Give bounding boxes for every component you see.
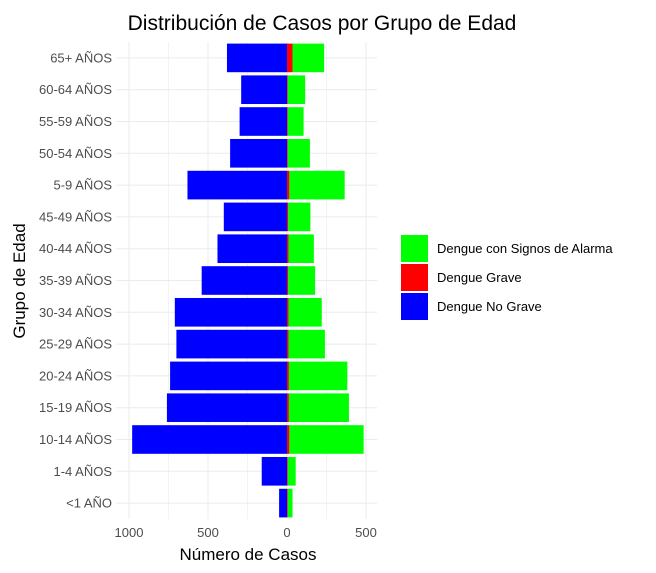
- y-tick-label: 45-49 AÑOS: [39, 209, 112, 224]
- bar-dengue-grave: [287, 43, 293, 73]
- bar-dengue-grave: [287, 488, 288, 518]
- bar-dengue-signos-alarma: [288, 234, 314, 264]
- bar-dengue-signos-alarma: [288, 329, 325, 359]
- bar-dengue-grave: [287, 297, 289, 327]
- bar-dengue-no-grave: [132, 425, 287, 454]
- y-tick-label: 25-29 AÑOS: [39, 337, 112, 352]
- bar-dengue-no-grave: [166, 393, 287, 423]
- bar-dengue-signos-alarma: [287, 107, 304, 136]
- bar-dengue-grave: [287, 361, 289, 391]
- bar-dengue-no-grave: [226, 43, 287, 73]
- bar-dengue-no-grave: [223, 202, 287, 232]
- bar-dengue-no-grave: [230, 138, 287, 168]
- bar-dengue-signos-alarma: [287, 488, 293, 518]
- y-tick-label: 10-14 AÑOS: [39, 432, 112, 447]
- bar-dengue-no-grave: [217, 234, 287, 264]
- bar-dengue-grave: [287, 329, 289, 359]
- y-tick-label: 5-9 AÑOS: [53, 178, 112, 193]
- legend-label: Dengue Grave: [437, 270, 522, 285]
- y-tick-label: <1 AÑO: [66, 496, 112, 511]
- legend-swatch: [401, 293, 428, 320]
- bar-dengue-grave: [287, 266, 289, 295]
- x-tick-label: 0: [283, 525, 290, 540]
- bar-dengue-no-grave: [187, 170, 287, 200]
- chart-title: Distribución de Casos por Grupo de Edad: [128, 12, 517, 35]
- bar-dengue-grave: [287, 393, 289, 423]
- bar-dengue-no-grave: [261, 456, 287, 486]
- legend-label: Dengue No Grave: [437, 299, 542, 314]
- legend: Dengue con Signos de Alarma Dengue Grave D…: [401, 235, 613, 320]
- bar-dengue-signos-alarma: [287, 138, 310, 168]
- bar-dengue-signos-alarma: [288, 202, 311, 232]
- y-tick-label: 60-64 AÑOS: [39, 82, 112, 97]
- y-tick-label: 15-19 AÑOS: [39, 400, 112, 415]
- bar-dengue-no-grave: [170, 361, 287, 391]
- bar-dengue-signos-alarma: [288, 297, 322, 327]
- x-axis-label: Número de Casos: [179, 545, 316, 564]
- x-tick-label: 500: [355, 525, 377, 540]
- bar-dengue-grave: [287, 456, 288, 486]
- bar-dengue-signos-alarma: [288, 361, 348, 391]
- bar-dengue-no-grave: [174, 297, 287, 327]
- bar-dengue-grave: [287, 138, 288, 168]
- y-axis-label: Grupo de Edad: [10, 223, 29, 338]
- bar-dengue-signos-alarma: [287, 75, 306, 105]
- legend-label: Dengue con Signos de Alarma: [437, 241, 613, 256]
- bar-dengue-grave: [287, 170, 290, 200]
- y-tick-label: 40-44 AÑOS: [39, 241, 112, 256]
- x-tick-label: 500: [197, 525, 219, 540]
- bar-dengue-signos-alarma: [287, 456, 296, 486]
- bar-dengue-signos-alarma: [289, 170, 345, 200]
- bar-dengue-signos-alarma: [292, 43, 325, 73]
- y-tick-label: 50-54 AÑOS: [39, 146, 112, 161]
- x-tick-labels: 1000 500 0 500: [115, 525, 377, 540]
- bar-dengue-signos-alarma: [288, 266, 316, 295]
- y-tick-labels: <1 AÑO 1-4 AÑOS 10-14 AÑOS 15-19 AÑOS 20-24 …: [39, 50, 112, 510]
- bar-dengue-no-grave: [279, 488, 287, 518]
- bar-dengue-grave: [287, 425, 290, 454]
- bar-dengue-signos-alarma: [288, 393, 349, 423]
- bar-dengue-no-grave: [176, 329, 287, 359]
- y-tick-label: 20-24 AÑOS: [39, 368, 112, 383]
- bar-dengue-grave: [287, 234, 289, 264]
- legend-swatch: [401, 235, 428, 262]
- bar-dengue-signos-alarma: [289, 425, 364, 454]
- bar-dengue-grave: [287, 202, 289, 232]
- bar-dengue-grave: [287, 75, 288, 105]
- bar-dengue-no-grave: [201, 266, 287, 295]
- bar-dengue-no-grave: [241, 75, 287, 105]
- bars: [132, 43, 364, 518]
- y-tick-label: 1-4 AÑOS: [53, 464, 112, 479]
- bar-dengue-grave: [287, 107, 288, 136]
- y-tick-label: 35-39 AÑOS: [39, 273, 112, 288]
- y-tick-label: 30-34 AÑOS: [39, 305, 112, 320]
- y-tick-label: 65+ AÑOS: [50, 50, 112, 65]
- legend-swatch: [401, 264, 428, 291]
- x-tick-label: 1000: [115, 525, 144, 540]
- bar-dengue-no-grave: [239, 107, 287, 136]
- y-tick-label: 55-59 AÑOS: [39, 114, 112, 129]
